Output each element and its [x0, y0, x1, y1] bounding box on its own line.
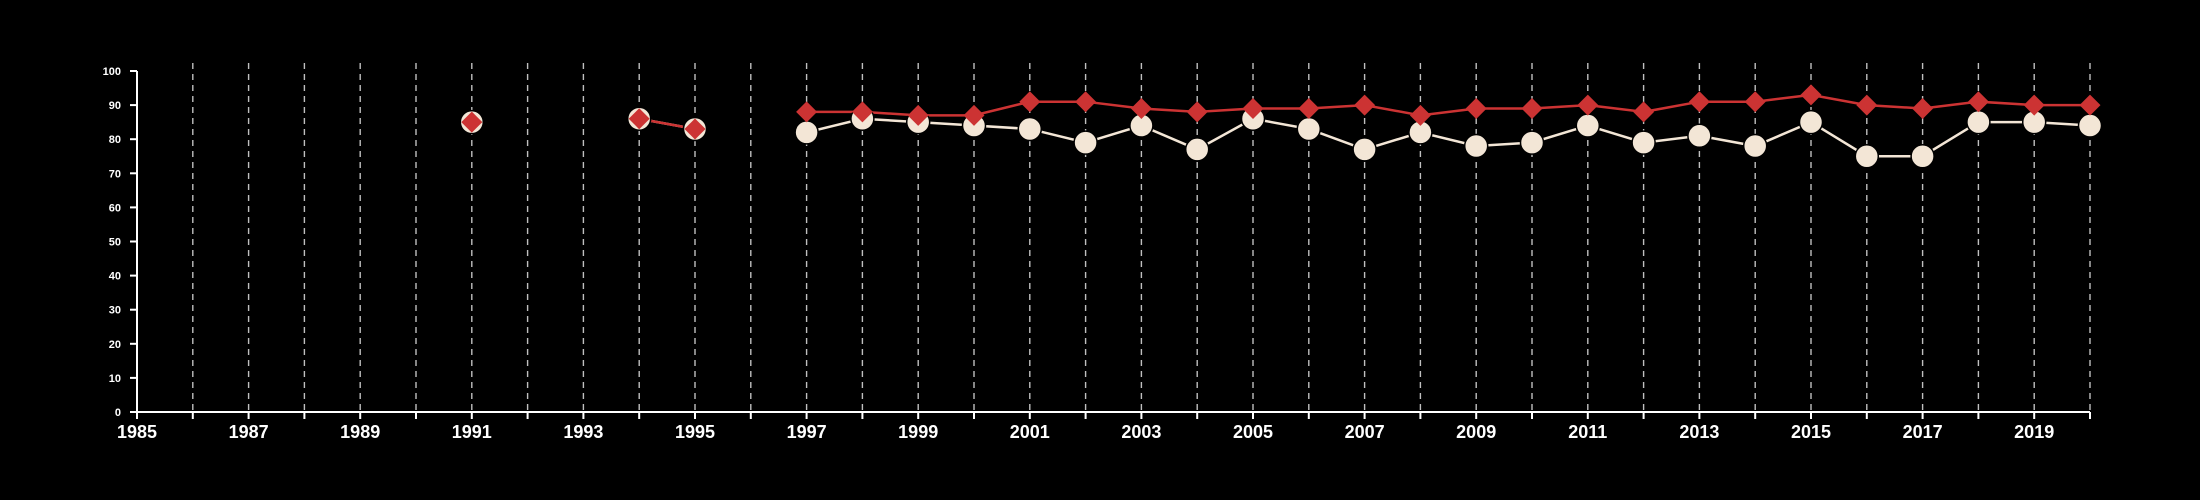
series-1-point — [1912, 98, 1934, 120]
y-tick-label: 90 — [109, 100, 121, 112]
series-1-point — [1075, 91, 1097, 113]
series-1-point — [1130, 98, 1152, 120]
series-0-markers — [459, 106, 2103, 169]
series-1-point — [1800, 84, 1822, 106]
series-1-point — [628, 108, 650, 130]
series-0-point — [1296, 116, 1322, 142]
x-tick-label: 1989 — [340, 422, 380, 442]
series-1-point — [1688, 91, 1710, 113]
series-1-point — [1409, 104, 1431, 126]
series-0-point — [2077, 113, 2103, 138]
y-tick-label: 30 — [109, 305, 121, 317]
x-tick-label: 1985 — [117, 422, 157, 442]
series-1-point — [1521, 98, 1543, 120]
x-tick-label: 2005 — [1233, 422, 1273, 442]
x-tick-label: 2017 — [1903, 422, 1943, 442]
y-tick-label: 20 — [109, 339, 121, 351]
series-0-point — [1687, 123, 1712, 149]
y-tick-label: 40 — [109, 271, 121, 283]
x-tick-label: 1987 — [229, 422, 269, 442]
y-tick-label: 50 — [109, 237, 121, 249]
y-tick-label: 80 — [109, 134, 121, 146]
series-1-point — [851, 101, 873, 123]
series-1-point — [461, 111, 483, 133]
series-0-point — [1742, 133, 1768, 159]
x-tick-label: 2011 — [1568, 422, 1607, 442]
series-1-point — [1298, 98, 1320, 120]
series-1-point — [2023, 94, 2045, 116]
y-tick-label: 60 — [109, 202, 121, 214]
series-1-point — [1186, 101, 1208, 123]
series-0-point — [1463, 133, 1489, 159]
series-1-line — [806, 93, 2090, 117]
x-tick-label: 2015 — [1791, 422, 1831, 442]
x-tick-label: 1995 — [675, 422, 715, 442]
series-1-point — [907, 104, 929, 126]
series-1-point — [2079, 94, 2101, 116]
series-1-point — [963, 104, 985, 126]
y-tick-label: 100 — [103, 66, 121, 78]
x-tick-label: 1997 — [787, 422, 827, 442]
series-0-point — [1575, 113, 1601, 138]
x-tick-label: 1999 — [898, 422, 938, 442]
series-1-markers — [461, 84, 2101, 140]
series-0-point — [1631, 130, 1656, 155]
series-1-point — [796, 101, 818, 123]
x-tick-label: 2007 — [1345, 422, 1385, 442]
x-tick-label: 2003 — [1121, 422, 1161, 442]
series-layer — [459, 84, 2103, 169]
series-1-point — [1744, 91, 1766, 113]
series-0-point — [794, 120, 819, 145]
series-1-point — [1856, 94, 1878, 116]
series-0-point — [1073, 130, 1098, 155]
series-0-point — [1184, 137, 1210, 162]
axis-layer: 1985 1987 1989 1991 1993 1995 1997 1999 2001 2003… — [103, 66, 2091, 442]
y-tick-label: 10 — [109, 373, 121, 385]
series-1-point — [1633, 101, 1655, 123]
x-tick-label: 2001 — [1010, 422, 1050, 442]
x-tick-label: 2019 — [2014, 422, 2054, 442]
series-0-line — [806, 117, 2091, 158]
series-0-point — [1910, 144, 1935, 169]
series-1-point — [1019, 91, 1041, 113]
y-tick-label: 70 — [109, 168, 121, 180]
x-tick-label: 2013 — [1679, 422, 1719, 442]
x-tick-label: 1991 — [452, 422, 492, 442]
series-0-point — [1854, 144, 1880, 169]
series-0-point — [1519, 130, 1545, 155]
series-0-point — [1966, 109, 1991, 135]
series-1-point — [1242, 98, 1264, 120]
series-1-point — [1967, 91, 1989, 113]
x-tick-label: 2009 — [1456, 422, 1496, 442]
series-0-point — [1798, 109, 1824, 135]
series-1-point — [1577, 94, 1599, 116]
series-1-point — [1354, 94, 1376, 116]
series-0-point — [1352, 137, 1377, 162]
y-tick-label: 0 — [115, 407, 121, 419]
series-1-point — [684, 118, 706, 140]
x-tick-label: 1993 — [563, 422, 603, 442]
series-1-point — [1465, 98, 1487, 120]
series-0-point — [1017, 116, 1043, 142]
